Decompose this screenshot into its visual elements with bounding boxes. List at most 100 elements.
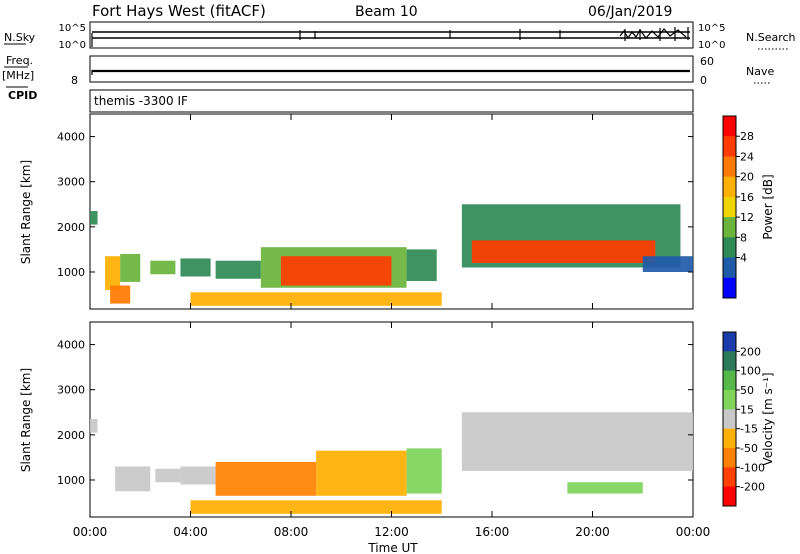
- freq-panel-frame: [89, 55, 694, 83]
- power-echo-region: [120, 253, 141, 282]
- power-colorbar-swatch: [723, 156, 736, 178]
- power-colorbar-tick-label: 16: [740, 191, 754, 204]
- power-colorbar-swatch: [723, 196, 736, 218]
- cpid-program: themis -3300 IF: [94, 94, 188, 108]
- power-colorbar-swatch: [723, 217, 736, 238]
- power-x-axis: [89, 114, 694, 309]
- power-y-tick-label: 3000: [57, 176, 85, 189]
- power-ylabel: Slant Range [km]: [19, 160, 33, 264]
- velocity-echo-region: [115, 466, 151, 492]
- power-echo-region: [150, 260, 176, 275]
- time-tick-label: 16:00: [475, 525, 510, 539]
- date-label: 06/Jan/2019: [588, 4, 672, 20]
- power-colorbar-tick-label: 20: [740, 171, 754, 184]
- freq-unit: [MHz]: [2, 69, 34, 82]
- noise-left-tick-bottom: 10^0: [59, 40, 86, 51]
- noise-sky-label: N.Sky: [4, 31, 36, 44]
- velocity-colorbar: 200 100 50 15 -15 -50 -100 -200 Velocity [m s⁻¹…: [722, 331, 775, 507]
- velocity-echo-region: [567, 482, 643, 494]
- velocity-colorbar-swatch: [723, 448, 736, 468]
- power-colorbar-swatch: [723, 277, 736, 299]
- velocity-colorbar-swatch: [723, 351, 736, 372]
- power-echo-region: [215, 260, 261, 279]
- velocity-colorbar-swatch: [723, 390, 736, 410]
- noise-right-tick-bottom: 10^0: [698, 40, 725, 51]
- power-colorbar-swatch: [723, 257, 736, 279]
- noise-search-label: N.Search: [746, 31, 796, 44]
- velocity-echo-region: [180, 466, 216, 485]
- power-y-tick-label: 1000: [57, 266, 85, 279]
- velocity-echo-region: [155, 468, 181, 483]
- cpid-label: CPID: [8, 89, 37, 102]
- power-echo-region: [471, 240, 656, 263]
- velocity-colorbar-swatch: [723, 467, 736, 488]
- velocity-y-tick-label: 2000: [57, 429, 85, 442]
- velocity-colorbar-swatch: [723, 409, 736, 430]
- power-echo-layer: [90, 204, 693, 306]
- power-echo-region: [406, 249, 437, 282]
- time-tick-label: 00:00: [73, 525, 108, 539]
- power-echo-region: [180, 258, 211, 277]
- cpid-panel: CPID themis -3300 IF: [6, 86, 694, 113]
- time-axis-labels: 00:00 04:00 08:00 12:00 16:00 20:00 00:00: [73, 525, 711, 539]
- velocity-echo-layer: [90, 412, 693, 514]
- velocity-colorbar-swatch: [723, 428, 736, 449]
- power-echo-region: [90, 211, 98, 225]
- freq-panel: Freq. [MHz] 8 60 0 Nave: [2, 54, 774, 87]
- nave-label: Nave: [746, 65, 774, 78]
- beam-label: Beam 10: [355, 4, 418, 20]
- velocity-echo-region: [90, 419, 98, 433]
- power-y-tick-label: 4000: [57, 131, 85, 144]
- cpid-panel-frame: [89, 89, 694, 113]
- power-echo-region: [190, 292, 442, 306]
- power-colorbar-tick-label: 8: [740, 231, 747, 244]
- velocity-colorbar-tick-label: 50: [740, 384, 754, 397]
- velocity-echo-region: [190, 500, 442, 514]
- velocity-colorbar-tick-label: -50: [740, 442, 758, 455]
- velocity-colorbar-tick-label: 200: [740, 345, 761, 358]
- freq-label: Freq.: [6, 54, 33, 67]
- noise-panel: N.Sky 10^5 10^0 10^5 10^0 N.Search: [4, 21, 796, 51]
- velocity-echo-region: [316, 450, 407, 496]
- time-tick-label: 12:00: [374, 525, 409, 539]
- nave-tick-bottom: 0: [700, 74, 707, 87]
- velocity-colorbar-swatch: [723, 332, 736, 352]
- velocity-ylabel: Slant Range [km]: [19, 368, 33, 472]
- time-tick-label: 04:00: [173, 525, 208, 539]
- time-tick-label: 00:00: [676, 525, 711, 539]
- noise-left-tick-top: 10^5: [59, 23, 86, 34]
- power-colorbar-swatch: [723, 136, 736, 157]
- power-colorbar: 28 24 20 16 12 8 4 Power [dB]: [722, 115, 775, 299]
- power-echo-region: [105, 256, 121, 291]
- noise-right-tick-top: 10^5: [698, 23, 725, 34]
- noise-panel-frame: [89, 21, 694, 49]
- velocity-y-axis: 1000 2000 3000 4000: [57, 339, 693, 487]
- time-tick-label: 20:00: [575, 525, 610, 539]
- velocity-colorbar-swatch: [723, 486, 736, 507]
- power-echo-region: [280, 256, 392, 286]
- time-tick-label: 08:00: [274, 525, 309, 539]
- velocity-colorbar-tick-label: -200: [740, 481, 765, 494]
- power-colorbar-tick-label: 4: [740, 252, 747, 265]
- power-colorbar-swatch: [723, 176, 736, 198]
- nave-tick-top: 60: [700, 55, 714, 68]
- velocity-y-tick-label: 3000: [57, 384, 85, 397]
- station-title: Fort Hays West (fitACF): [92, 2, 266, 20]
- power-echo-region: [642, 256, 693, 272]
- freq-tick: 8: [71, 74, 78, 87]
- power-panel: 1000 2000 3000 4000 Slant Range [km]: [19, 113, 694, 310]
- velocity-panel: 1000 2000 3000 4000 Slant Range [km]: [19, 321, 694, 518]
- velocity-x-axis: [89, 322, 694, 517]
- power-colorbar-swatch: [723, 116, 736, 137]
- velocity-echo-region: [215, 461, 317, 496]
- velocity-colorbar-label: Velocity [m s⁻¹]: [761, 372, 775, 465]
- velocity-y-tick-label: 4000: [57, 339, 85, 352]
- velocity-colorbar-swatch: [723, 370, 736, 391]
- power-colorbar-label: Power [dB]: [761, 174, 775, 239]
- power-colorbar-tick-label: 28: [740, 130, 754, 143]
- velocity-echo-region: [461, 412, 693, 471]
- velocity-colorbar-tick-label: -100: [740, 461, 765, 474]
- x-axis-title: Time UT: [367, 541, 418, 554]
- power-y-tick-label: 2000: [57, 221, 85, 234]
